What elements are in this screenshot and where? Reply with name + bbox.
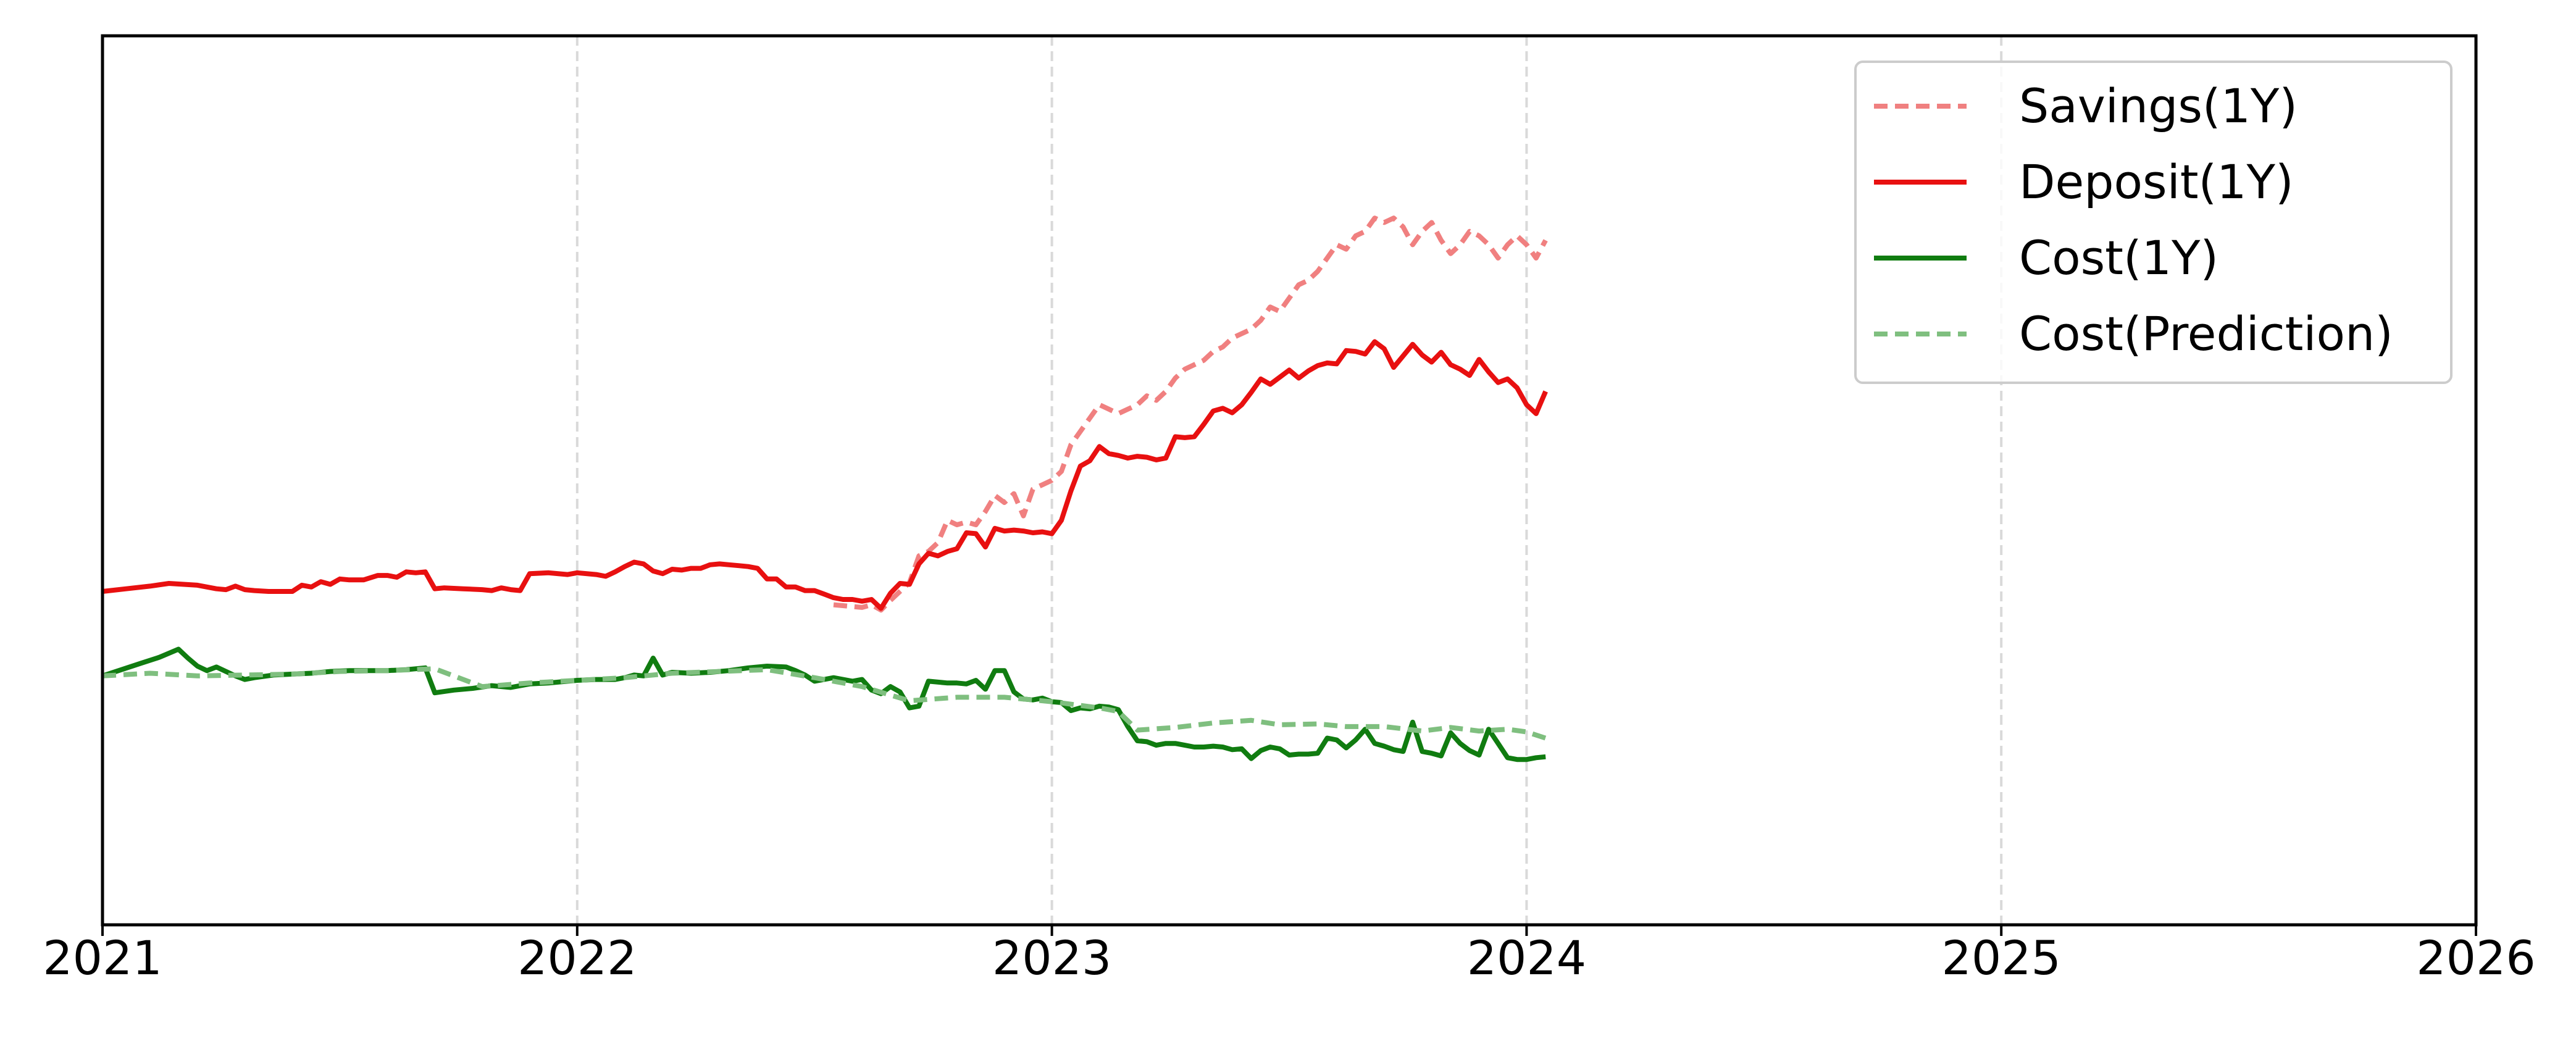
legend-label: Cost(Prediction): [2019, 306, 2393, 361]
x-tick-label: 2023: [992, 930, 1111, 985]
legend: Savings(1Y) Deposit(1Y) Cost(1Y) Cost(Predi…: [1854, 61, 2453, 384]
x-tick-label: 2025: [1941, 930, 2060, 985]
x-tick-label: 2022: [517, 930, 637, 985]
legend-label: Deposit(1Y): [2019, 154, 2294, 209]
legend-box: [1854, 61, 2453, 384]
legend-label: Cost(1Y): [2019, 230, 2218, 285]
x-tick-label: 2024: [1467, 930, 1586, 985]
x-tick-label: 2021: [43, 930, 162, 985]
plot-frame: [101, 34, 2478, 927]
series-line-3: [102, 666, 1547, 741]
series-line-0: [833, 215, 1548, 613]
series-lines: [101, 215, 1548, 762]
series-line-1: [102, 339, 1548, 611]
x-axis-ticks: 2021 2022 2023 2024 2025 2026: [43, 925, 2536, 985]
legend-label: Savings(1Y): [2019, 78, 2298, 133]
series-line-2: [101, 646, 1546, 762]
x-tick-label: 2026: [2416, 930, 2535, 985]
